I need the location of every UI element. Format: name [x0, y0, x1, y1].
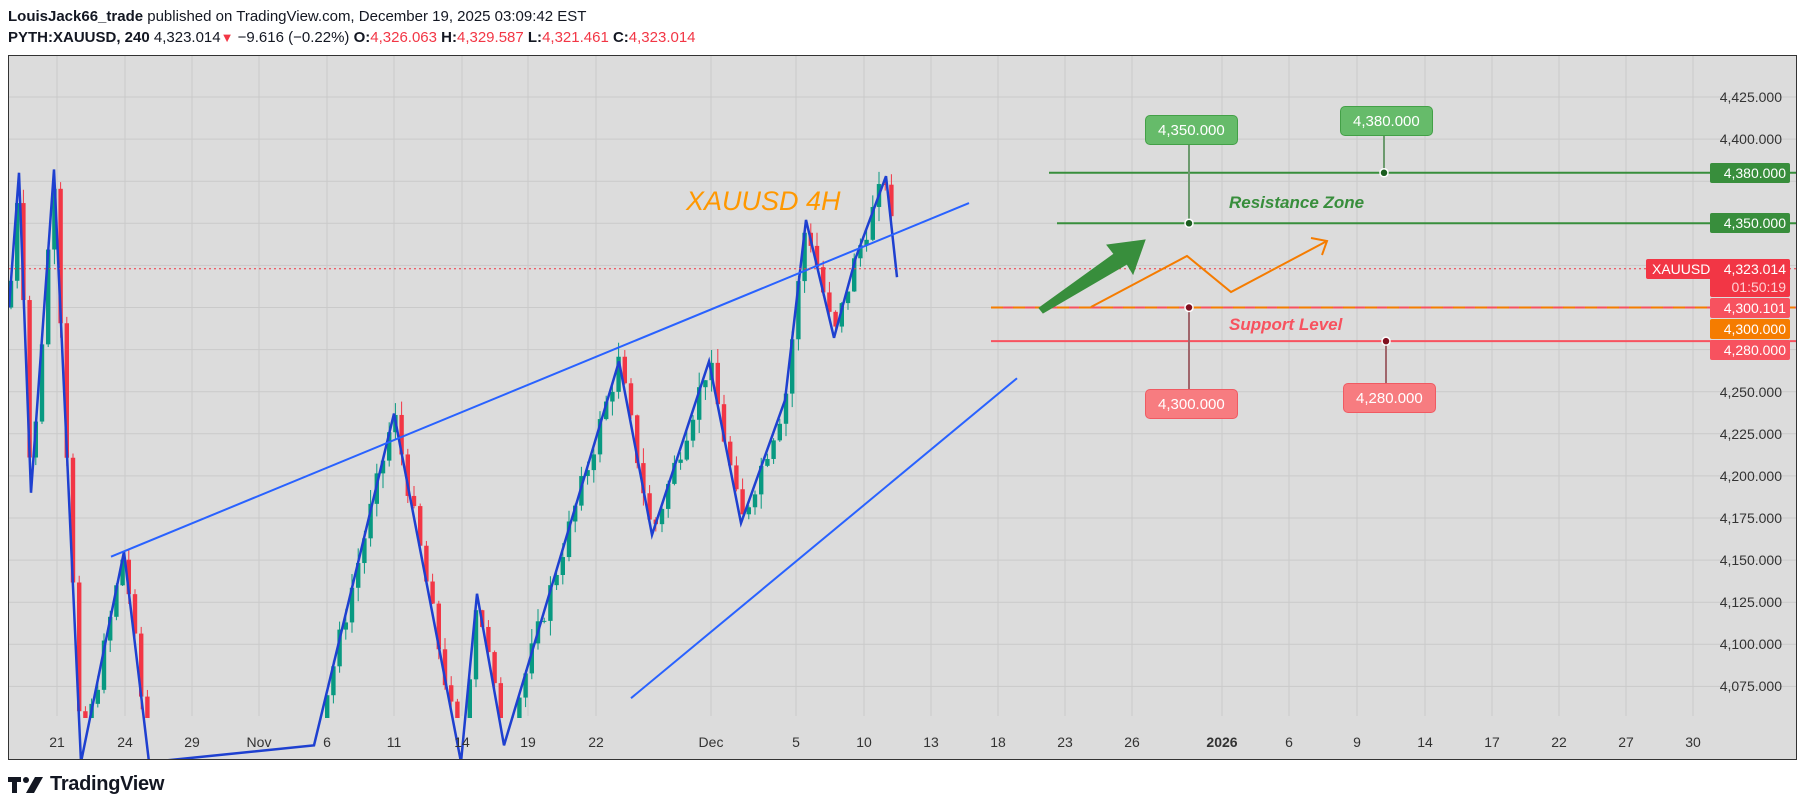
time-axis-label: 17	[1484, 734, 1500, 750]
time-axis-label: 14	[1417, 734, 1433, 750]
price-axis-label: 4,125.000	[1719, 594, 1782, 611]
open-value: 4,326.063	[370, 29, 437, 46]
price-change: −9.616 (−0.22%)	[237, 29, 350, 46]
publish-line: LouisJack66_trade published on TradingVi…	[8, 6, 696, 27]
close-value: 4,323.014	[628, 29, 696, 46]
last-price: 4,323.014	[153, 29, 221, 46]
time-axis-label: 26	[1124, 734, 1140, 750]
price-axis-label: 4,400.000	[1719, 131, 1782, 148]
time-axis-label: 13	[923, 734, 939, 750]
time-axis-label: 10	[856, 734, 872, 750]
time-axis-label: 29	[184, 734, 200, 750]
price-axis-label: 4,425.000	[1719, 89, 1782, 105]
price-axis-label: 4,200.000	[1719, 467, 1782, 484]
low-value: 4,321.461	[542, 29, 609, 46]
support-level-label: Support Level	[1229, 315, 1343, 334]
tradingview-logo-icon	[8, 776, 43, 793]
time-axis-label: 24	[117, 734, 133, 750]
time-axis-label: 2026	[1206, 734, 1238, 750]
symbol-price-tag: XAUUSD	[1646, 259, 1717, 279]
price-axis-label: 4,150.000	[1719, 552, 1782, 569]
time-axis-label: Dec	[698, 734, 724, 750]
price-axis-label: 4,075.000	[1719, 678, 1782, 695]
high-label: H:	[441, 29, 457, 46]
open-label: O:	[353, 29, 371, 46]
time-axis-label: 6	[323, 734, 331, 750]
chart-title-annotation: XAUUSD 4H	[686, 186, 841, 216]
time-axis-label: 9	[1353, 734, 1361, 750]
chart-pane[interactable]: XAUUSD 4H Resistance Zone Support Level …	[8, 55, 1797, 760]
bar-countdown: 01:50:19	[1710, 277, 1790, 297]
callout-4380[interactable]: 4,380.000	[1340, 106, 1433, 136]
time-axis-label: 5	[792, 734, 800, 750]
time-axis-label: 11	[386, 734, 402, 750]
price-axis-label: 4,175.000	[1719, 510, 1782, 526]
low-label: L:	[527, 29, 543, 46]
price-tag-4300-101: 4,300.101	[1710, 298, 1790, 318]
price-tag-4280: 4,280.000	[1710, 340, 1790, 360]
time-axis-label: Nov	[246, 734, 272, 750]
author-name[interactable]: LouisJack66_trade	[8, 8, 144, 25]
down-triangle-icon: ▼	[220, 30, 234, 45]
time-axis-label: 30	[1685, 734, 1701, 750]
price-axis-label: 4,250.000	[1719, 383, 1782, 400]
price-tag-4300: 4,300.000	[1710, 319, 1790, 339]
tradingview-logo[interactable]: TradingView	[8, 773, 164, 796]
callout-4350[interactable]: 4,350.000	[1145, 115, 1238, 145]
callout-4280[interactable]: 4,280.000	[1343, 383, 1436, 413]
symbol-interval: PYTH:XAUUSD, 240	[8, 29, 150, 46]
price-plot[interactable]	[9, 56, 1797, 760]
time-axis-label: 21	[49, 734, 65, 750]
brand-name: TradingView	[50, 773, 165, 795]
time-axis-label: 6	[1285, 734, 1293, 750]
price-tag-4350: 4,350.000	[1710, 213, 1790, 233]
time-axis-label: 23	[1057, 734, 1073, 750]
callout-4300[interactable]: 4,300.000	[1145, 389, 1238, 419]
time-axis-label: 27	[1618, 734, 1634, 750]
time-axis-label: 22	[1551, 734, 1567, 750]
last-price-tag: 4,323.014	[1710, 259, 1790, 279]
time-axis-label: 14	[454, 734, 470, 750]
time-axis-label: 22	[588, 734, 604, 750]
time-axis-label: 19	[520, 734, 536, 750]
chart-header: LouisJack66_trade published on TradingVi…	[8, 6, 696, 48]
price-axis-label: 4,225.000	[1719, 425, 1782, 442]
price-tag-4380: 4,380.000	[1710, 163, 1790, 183]
high-value: 4,329.587	[456, 29, 524, 46]
close-label: C:	[612, 29, 629, 46]
time-axis-label: 18	[990, 734, 1006, 750]
price-axis-label: 4,100.000	[1719, 636, 1782, 653]
resistance-zone-label: Resistance Zone	[1229, 193, 1365, 212]
ohlc-line: PYTH:XAUUSD, 240 4,323.014▼ −9.616 (−0.2…	[8, 27, 696, 48]
publish-info: published on TradingView.com, December 1…	[143, 8, 587, 25]
